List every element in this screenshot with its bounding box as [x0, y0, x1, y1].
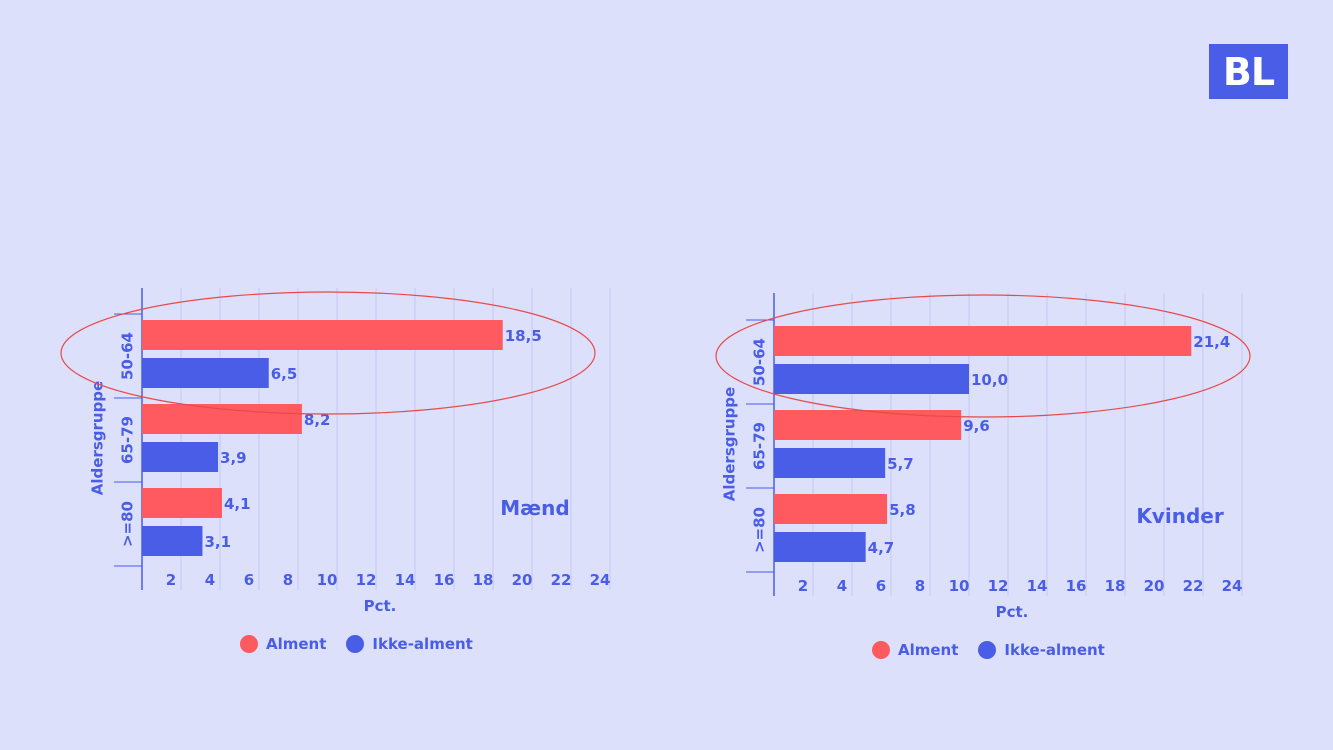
ikke-alment-swatch-icon	[346, 635, 365, 653]
data-label: 3,9	[220, 449, 247, 467]
x-tick-label: 12	[356, 571, 377, 589]
bar-ikke-alment	[774, 448, 886, 478]
x-tick-label: 20	[512, 571, 533, 589]
data-label: 18,5	[505, 327, 542, 345]
x-tick-label: 6	[244, 571, 254, 589]
legend-label-alment: Alment	[898, 641, 959, 659]
y-axis-title: Aldersgruppe	[721, 387, 739, 501]
highlight-ellipse	[715, 294, 1251, 418]
y-axis-title: Aldersgruppe	[89, 381, 107, 495]
category-label: 65-79	[751, 422, 769, 470]
data-label: 21,4	[1193, 333, 1230, 351]
category-label: >=80	[751, 507, 769, 553]
bar-alment	[774, 494, 888, 524]
legend-label-ikke-alment: Ikke-alment	[1004, 641, 1105, 659]
panel-title: Mænd	[500, 496, 569, 520]
x-tick-label: 2	[166, 571, 176, 589]
legend-item-ikke-alment: Ikke-alment	[346, 635, 473, 653]
bar-alment	[774, 410, 962, 440]
bar-ikke-alment	[142, 358, 269, 388]
x-tick-label: 14	[1027, 577, 1048, 595]
x-tick-label: 12	[988, 577, 1009, 595]
x-tick-label: 2	[798, 577, 808, 595]
data-label: 9,6	[963, 417, 990, 435]
highlight-ellipse	[60, 291, 596, 415]
category-label: 50-64	[119, 332, 137, 380]
x-tick-label: 22	[551, 571, 572, 589]
x-tick-label: 8	[283, 571, 293, 589]
data-label: 5,7	[887, 455, 914, 473]
alment-swatch-icon	[240, 635, 258, 653]
bar-ikke-alment	[774, 364, 969, 394]
bar-ikke-alment	[774, 532, 866, 562]
bl-logo: BL	[1209, 44, 1288, 99]
category-label: 65-79	[119, 416, 137, 464]
data-label: 4,1	[224, 495, 251, 513]
x-axis-title: Pct.	[996, 603, 1029, 621]
legend-item-alment: Alment	[240, 635, 326, 653]
bar-ikke-alment	[142, 526, 203, 556]
x-tick-label: 8	[915, 577, 925, 595]
legend-label-alment: Alment	[266, 635, 327, 653]
x-tick-label: 10	[317, 571, 338, 589]
x-tick-label: 10	[949, 577, 970, 595]
data-label: 3,1	[204, 533, 231, 551]
x-axis-title: Pct.	[364, 597, 397, 615]
data-label: 8,2	[304, 411, 331, 429]
data-label: 10,0	[971, 371, 1008, 389]
panel-title: Kvinder	[1136, 504, 1224, 528]
bar-alment	[142, 320, 503, 350]
x-tick-label: 24	[590, 571, 611, 589]
x-tick-label: 16	[1066, 577, 1087, 595]
x-tick-label: 4	[837, 577, 847, 595]
x-tick-label: 20	[1144, 577, 1165, 595]
category-label: 50-64	[751, 338, 769, 386]
x-tick-label: 4	[205, 571, 215, 589]
bar-alment	[142, 488, 222, 518]
ikke-alment-swatch-icon	[978, 641, 997, 659]
bar-ikke-alment	[142, 442, 219, 472]
x-tick-label: 6	[876, 577, 886, 595]
data-label: 6,5	[271, 365, 298, 383]
legend-item-alment: Alment	[872, 641, 958, 659]
x-tick-label: 16	[434, 571, 455, 589]
x-tick-label: 22	[1183, 577, 1204, 595]
bar-alment	[774, 326, 1192, 356]
legend-kvinder: Alment Ikke-alment	[872, 641, 1115, 659]
data-label: 4,7	[868, 539, 895, 557]
x-tick-label: 24	[1222, 577, 1243, 595]
legend-item-ikke-alment: Ikke-alment	[978, 641, 1105, 659]
data-label: 5,8	[889, 501, 916, 519]
x-tick-label: 18	[1105, 577, 1126, 595]
x-tick-label: 14	[395, 571, 416, 589]
legend-label-ikke-alment: Ikke-alment	[372, 635, 473, 653]
category-label: >=80	[119, 501, 137, 547]
alment-swatch-icon	[872, 641, 890, 659]
x-tick-label: 18	[473, 571, 494, 589]
legend-maend: Alment Ikke-alment	[240, 635, 483, 653]
